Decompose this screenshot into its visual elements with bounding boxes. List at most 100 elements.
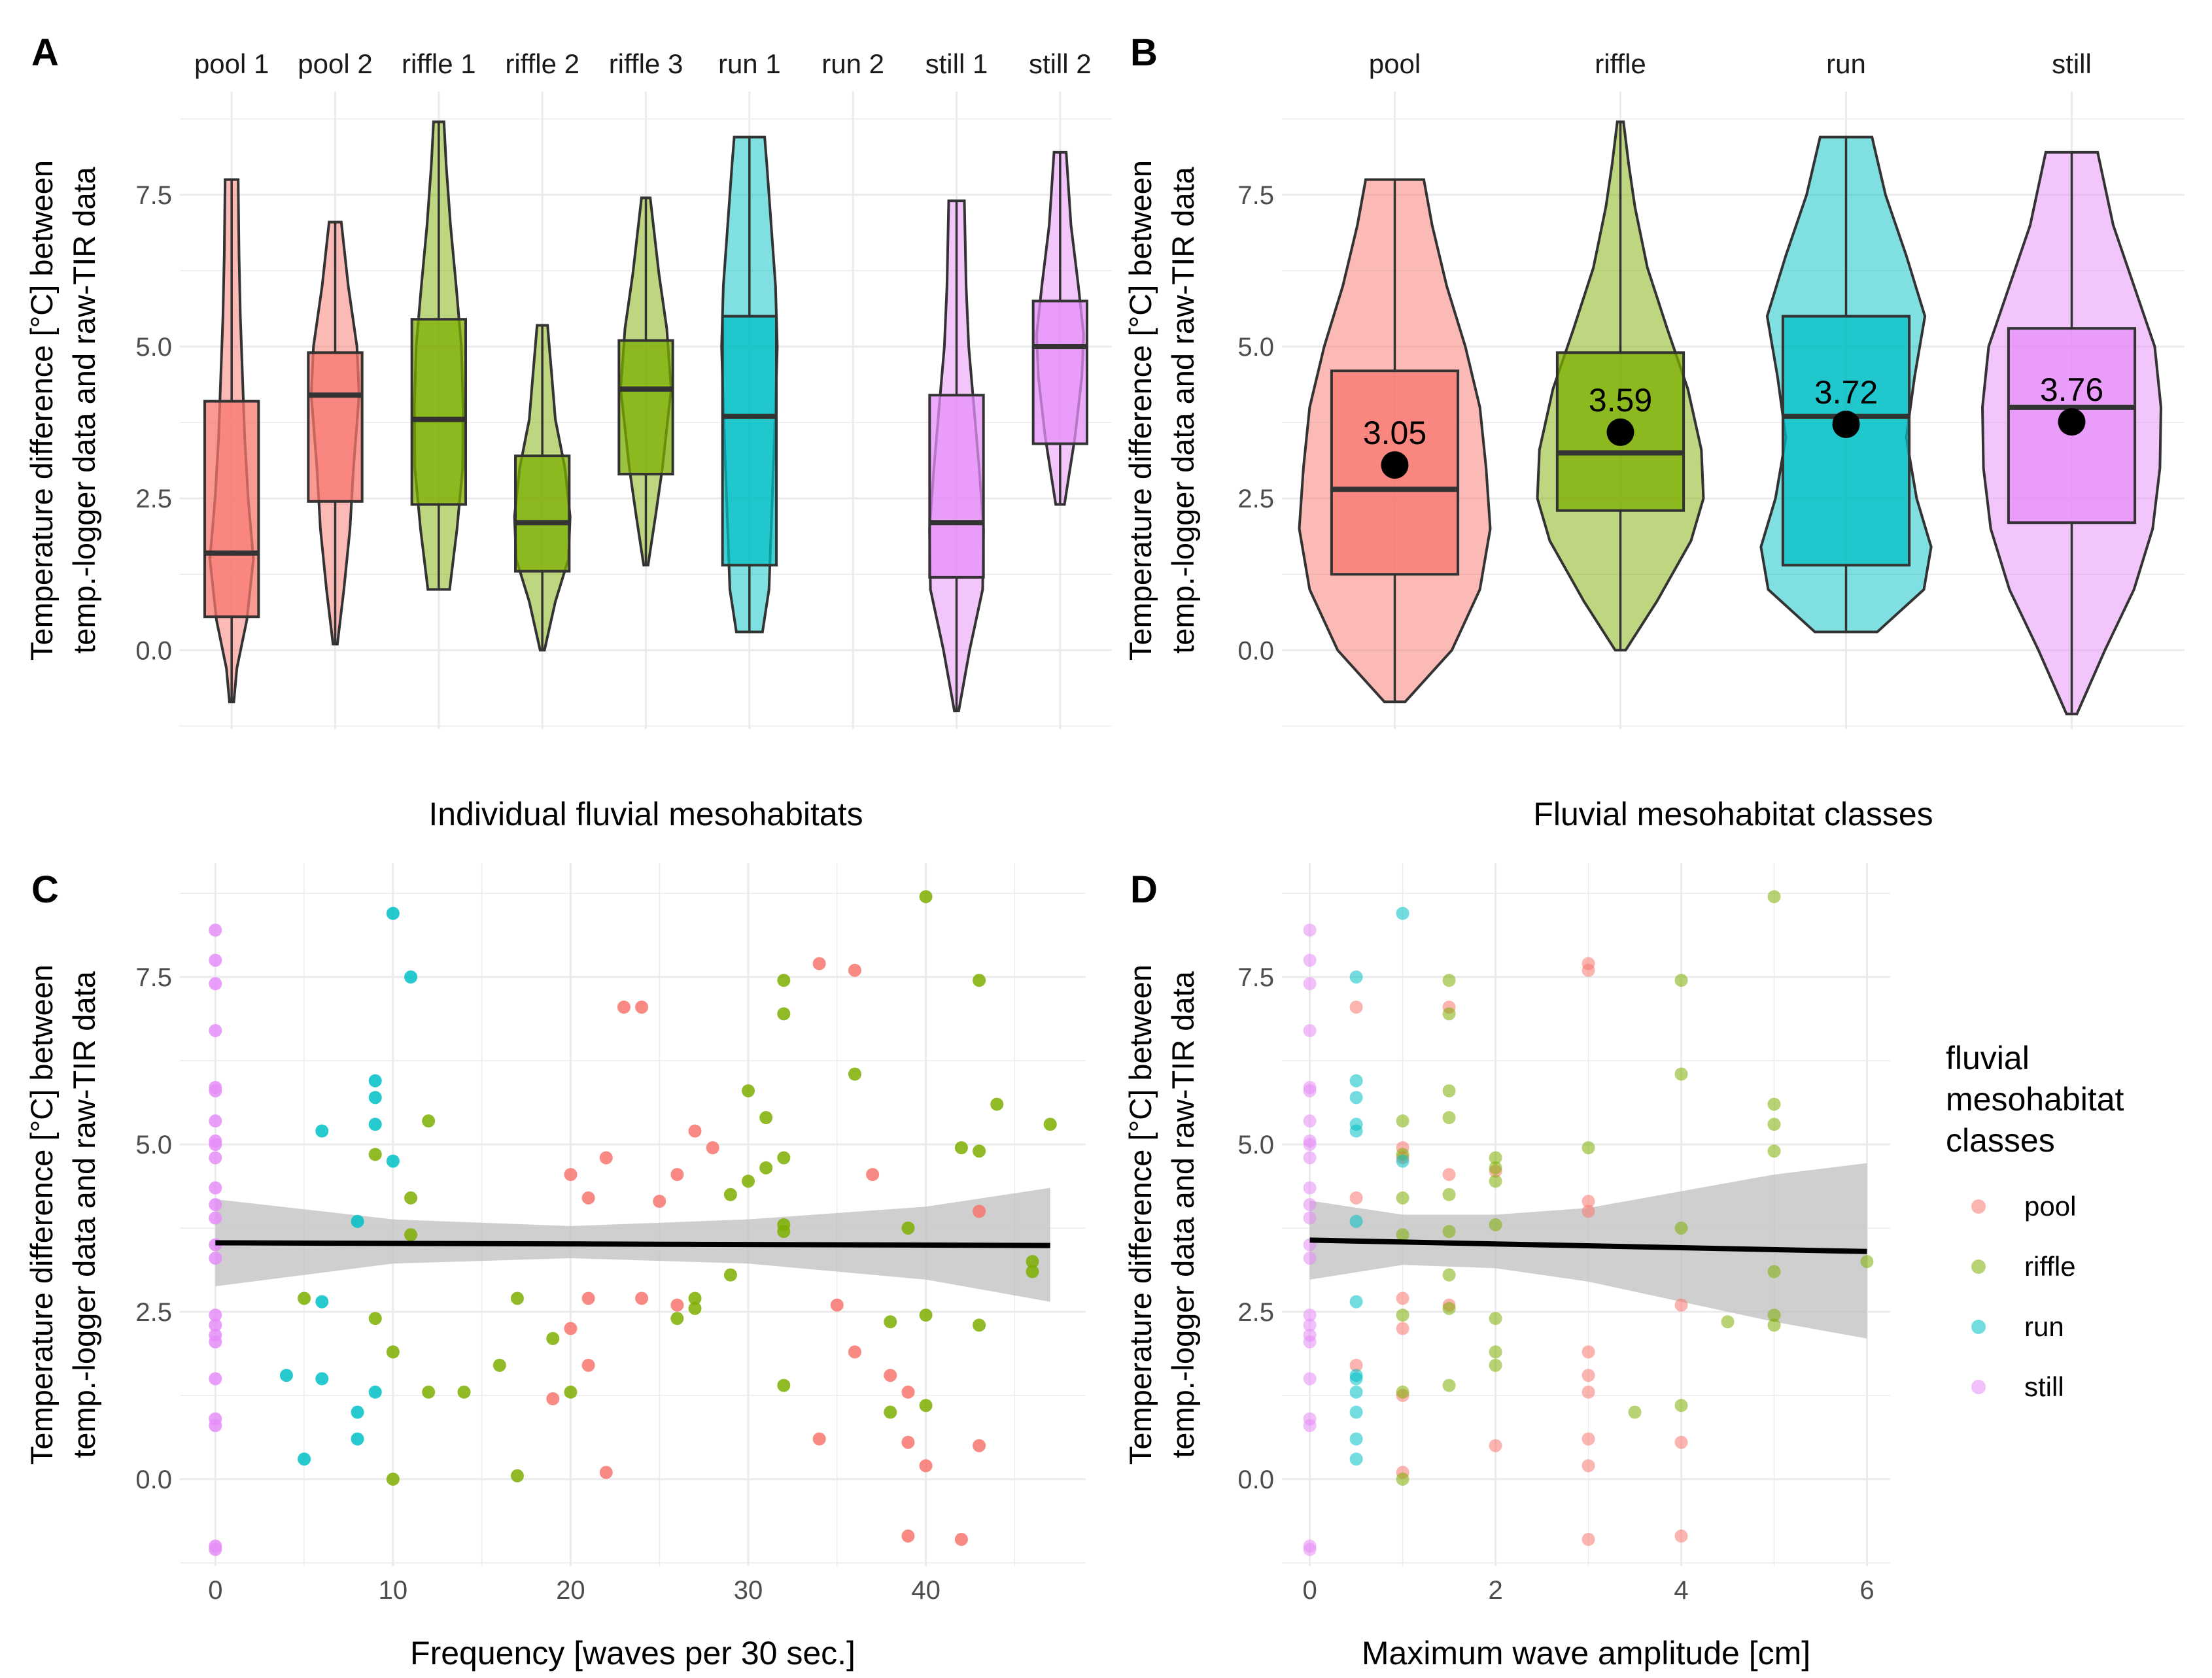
series-riffle [298, 890, 1057, 1486]
data-point [919, 1399, 933, 1413]
data-point [351, 1214, 364, 1228]
data-point [209, 1543, 222, 1556]
data-point [670, 1168, 684, 1182]
y-axis-title-line: temp.-logger data and raw-TIR data [1166, 970, 1200, 1458]
mean-point [1381, 451, 1409, 479]
data-point [209, 1318, 222, 1332]
data-point [1303, 1198, 1317, 1212]
data-point [973, 1318, 986, 1332]
data-point [1396, 906, 1409, 920]
data-point [1396, 1322, 1409, 1335]
data-point [1303, 1318, 1317, 1332]
data-point [954, 1533, 968, 1547]
data-point [1442, 1084, 1456, 1098]
data-point [1396, 1385, 1409, 1399]
box [410, 318, 468, 506]
data-point [351, 1432, 364, 1446]
data-point [209, 953, 222, 967]
x-tick-label: 20 [556, 1576, 585, 1605]
data-point [209, 1134, 222, 1148]
data-point [1349, 1385, 1363, 1399]
data-point [209, 923, 222, 937]
data-point [1303, 953, 1317, 967]
data-point [1581, 1432, 1595, 1446]
data-point [777, 1007, 791, 1021]
data-point [1674, 1399, 1688, 1413]
data-point [1303, 1134, 1317, 1148]
data-point [1303, 1181, 1317, 1195]
x-axis-title: Maximum wave amplitude [cm] [1362, 1635, 1810, 1671]
data-point [209, 1151, 222, 1165]
data-point [1674, 1529, 1688, 1543]
data-point [1349, 1118, 1363, 1131]
data-point [1026, 1265, 1039, 1278]
data-point [670, 1298, 684, 1312]
data-point [1767, 1318, 1781, 1332]
data-point [1303, 977, 1317, 991]
data-point [209, 1328, 222, 1342]
data-point [1581, 1205, 1595, 1218]
data-point [1349, 1358, 1363, 1372]
data-point [510, 1292, 524, 1305]
box [1031, 300, 1088, 445]
data-point [1349, 1074, 1363, 1087]
data-point [1489, 1345, 1502, 1359]
data-point [1581, 1345, 1595, 1359]
box [514, 454, 571, 573]
data-point [919, 1309, 933, 1322]
data-point [830, 1298, 844, 1312]
data-point [209, 1181, 222, 1195]
data-point [759, 1161, 773, 1174]
data-point [1396, 1309, 1409, 1322]
data-point [973, 974, 986, 987]
data-point [1349, 1295, 1363, 1309]
panel-letter-c: C [31, 868, 59, 911]
y-axis-title-line: temp.-logger data and raw-TIR data [67, 166, 101, 653]
x-axis-title: Fluvial mesohabitat classes [1533, 796, 1933, 832]
data-point [901, 1435, 915, 1449]
data-point [1581, 1369, 1595, 1382]
data-point [1489, 1174, 1502, 1188]
data-point [368, 1074, 382, 1087]
box [203, 400, 260, 619]
data-point [1442, 1007, 1456, 1021]
box [617, 339, 674, 476]
data-point [298, 1452, 311, 1466]
data-point [1442, 1378, 1456, 1392]
data-point [1303, 1151, 1317, 1165]
data-point [315, 1295, 329, 1309]
y-axis-title-line: Temperature difference [°C] between [24, 965, 59, 1465]
data-point [1581, 1533, 1595, 1547]
data-point [1489, 1358, 1502, 1372]
data-point [1767, 1265, 1781, 1278]
panel-letter-d: D [1130, 868, 1158, 911]
legend-title-line: fluvial [1946, 1040, 2030, 1076]
strip-label: riffle 3 [609, 48, 683, 79]
y-tick-label: 0.0 [1237, 1465, 1274, 1494]
data-point [1026, 1255, 1039, 1269]
data-point [919, 1459, 933, 1473]
data-point [564, 1168, 578, 1182]
data-point [386, 1345, 400, 1359]
data-point [1674, 1435, 1688, 1449]
data-point [209, 1114, 222, 1128]
data-point [493, 1358, 506, 1372]
legend-title-line: classes [1946, 1122, 2055, 1159]
data-point [1767, 1118, 1781, 1131]
data-point [422, 1114, 436, 1128]
data-point [351, 1405, 364, 1419]
data-point [1442, 1225, 1456, 1239]
mean-point [2058, 408, 2086, 436]
data-point [688, 1124, 702, 1138]
legend-key-riffle [1971, 1259, 1986, 1274]
panel-c: C 0.0 2.5 5.0 7.5 Temperature difference [°C]… [24, 863, 1086, 1671]
x-tick-label: 2 [1488, 1576, 1502, 1605]
data-point [1303, 1412, 1317, 1426]
data-point [1767, 890, 1781, 904]
data-point [1581, 1459, 1595, 1473]
data-point [1860, 1255, 1874, 1269]
strip-label: riffle [1595, 48, 1646, 79]
y-tick-label: 7.5 [1237, 963, 1274, 992]
data-point [1581, 1141, 1595, 1155]
